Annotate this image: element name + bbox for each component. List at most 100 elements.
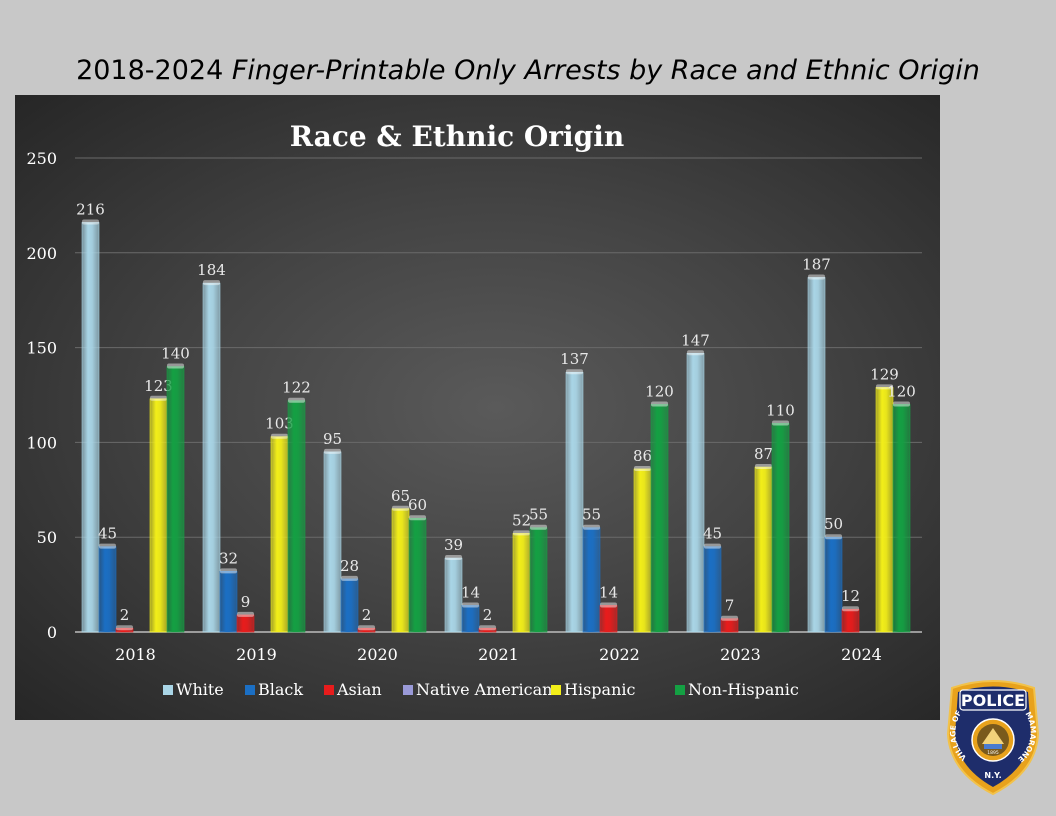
data-label: 52	[512, 511, 531, 529]
bar-chart: Race & Ethnic Origin05010015020025020182…	[26, 120, 922, 699]
slide-title-italic: Finger-Printable Only Arrests by Race an…	[231, 55, 980, 86]
bar	[565, 371, 584, 633]
bar-cap	[479, 625, 496, 631]
bar-cap	[116, 625, 133, 631]
logo-ny-text: N.Y.	[984, 771, 1001, 780]
data-label: 123	[144, 377, 173, 395]
bar-cap	[392, 505, 409, 511]
y-tick-label: 50	[37, 528, 57, 547]
data-label: 55	[529, 506, 548, 524]
bar	[582, 527, 601, 633]
bar-cap	[150, 395, 167, 401]
legend-swatch	[163, 685, 173, 695]
data-label: 147	[681, 331, 710, 349]
bar	[166, 366, 185, 633]
data-label: 140	[161, 345, 190, 363]
bar-cap	[324, 448, 341, 454]
bar-cap	[600, 602, 617, 608]
bar-cap	[825, 534, 842, 540]
bar	[236, 614, 255, 633]
bar	[408, 517, 427, 633]
x-tick-label: 2023	[720, 645, 761, 664]
bar	[202, 282, 221, 633]
slide-title-prefix: 2018-2024	[76, 55, 232, 86]
bar	[81, 222, 100, 633]
data-label: 129	[870, 365, 899, 383]
data-label: 137	[560, 350, 589, 368]
x-tick-label: 2022	[599, 645, 640, 664]
data-label: 216	[76, 200, 105, 218]
logo-year-text: 1895	[987, 750, 999, 756]
data-label: 14	[461, 583, 480, 601]
legend-label: Hispanic	[564, 680, 635, 699]
data-label: 110	[766, 401, 795, 419]
bar-cap	[772, 420, 789, 426]
legend-swatch	[324, 685, 334, 695]
data-label: 14	[599, 583, 618, 601]
bar	[98, 546, 117, 633]
bar	[599, 605, 618, 633]
data-label: 39	[444, 536, 463, 554]
legend-label: White	[176, 680, 224, 699]
bar-cap	[755, 464, 772, 470]
bar	[703, 546, 722, 633]
legend-swatch	[675, 685, 685, 695]
y-tick-label: 0	[47, 623, 57, 642]
bar-cap	[99, 543, 116, 549]
data-label: 65	[391, 487, 410, 505]
police-badge-logo: POLICE VILLAGE OF MAMARONECK 1895 N.Y.	[937, 665, 1046, 798]
bar	[340, 578, 359, 633]
bar	[357, 627, 376, 633]
bar	[892, 404, 911, 633]
bar	[287, 400, 306, 633]
y-tick-label: 200	[26, 244, 57, 263]
legend-label: Asian	[336, 680, 382, 699]
data-label: 9	[241, 593, 251, 611]
data-label: 187	[802, 255, 831, 273]
x-tick-label: 2021	[478, 645, 519, 664]
bar-cap	[583, 524, 600, 530]
data-label: 184	[197, 261, 226, 279]
x-tick-label: 2018	[115, 645, 156, 664]
y-tick-label: 100	[26, 433, 57, 452]
bar	[512, 533, 531, 633]
bar	[686, 352, 705, 633]
bar	[807, 277, 826, 633]
x-tick-label: 2019	[236, 645, 277, 664]
data-label: 120	[887, 382, 916, 400]
data-label: 122	[282, 379, 311, 397]
logo-police-text: POLICE	[961, 691, 1025, 710]
data-label: 87	[754, 445, 773, 463]
bar	[529, 527, 548, 633]
legend-label: Native American	[416, 680, 552, 699]
bar	[771, 423, 790, 633]
data-label: 32	[219, 549, 238, 567]
bar	[444, 557, 463, 633]
data-label: 2	[120, 606, 130, 624]
bar	[270, 436, 289, 633]
legend-label: Black	[258, 680, 303, 699]
data-label: 45	[703, 525, 722, 543]
bar	[323, 451, 342, 633]
bar-cap	[808, 274, 825, 280]
data-label: 86	[633, 447, 652, 465]
bar	[478, 627, 497, 633]
bar-cap	[566, 369, 583, 375]
bar-cap	[203, 280, 220, 286]
data-label: 95	[323, 430, 342, 448]
bar	[461, 605, 480, 633]
legend-swatch	[403, 685, 413, 695]
data-label: 7	[725, 597, 735, 615]
bar	[650, 404, 669, 633]
legend-label: Non-Hispanic	[688, 680, 799, 699]
bar	[149, 398, 168, 633]
data-label: 120	[645, 382, 674, 400]
bar-cap	[167, 363, 184, 369]
data-label: 2	[362, 606, 372, 624]
bar-cap	[341, 575, 358, 581]
bar-cap	[704, 543, 721, 549]
data-label: 60	[408, 496, 427, 514]
bar	[115, 627, 134, 633]
bar-cap	[445, 555, 462, 561]
bar	[219, 571, 238, 633]
